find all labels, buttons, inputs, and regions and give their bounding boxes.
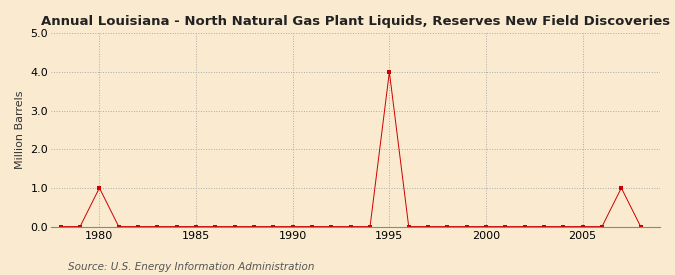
Title: Annual Louisiana - North Natural Gas Plant Liquids, Reserves New Field Discoveri: Annual Louisiana - North Natural Gas Pla… [41, 15, 670, 28]
Y-axis label: Million Barrels: Million Barrels [15, 91, 25, 169]
Text: Source: U.S. Energy Information Administration: Source: U.S. Energy Information Administ… [68, 262, 314, 272]
